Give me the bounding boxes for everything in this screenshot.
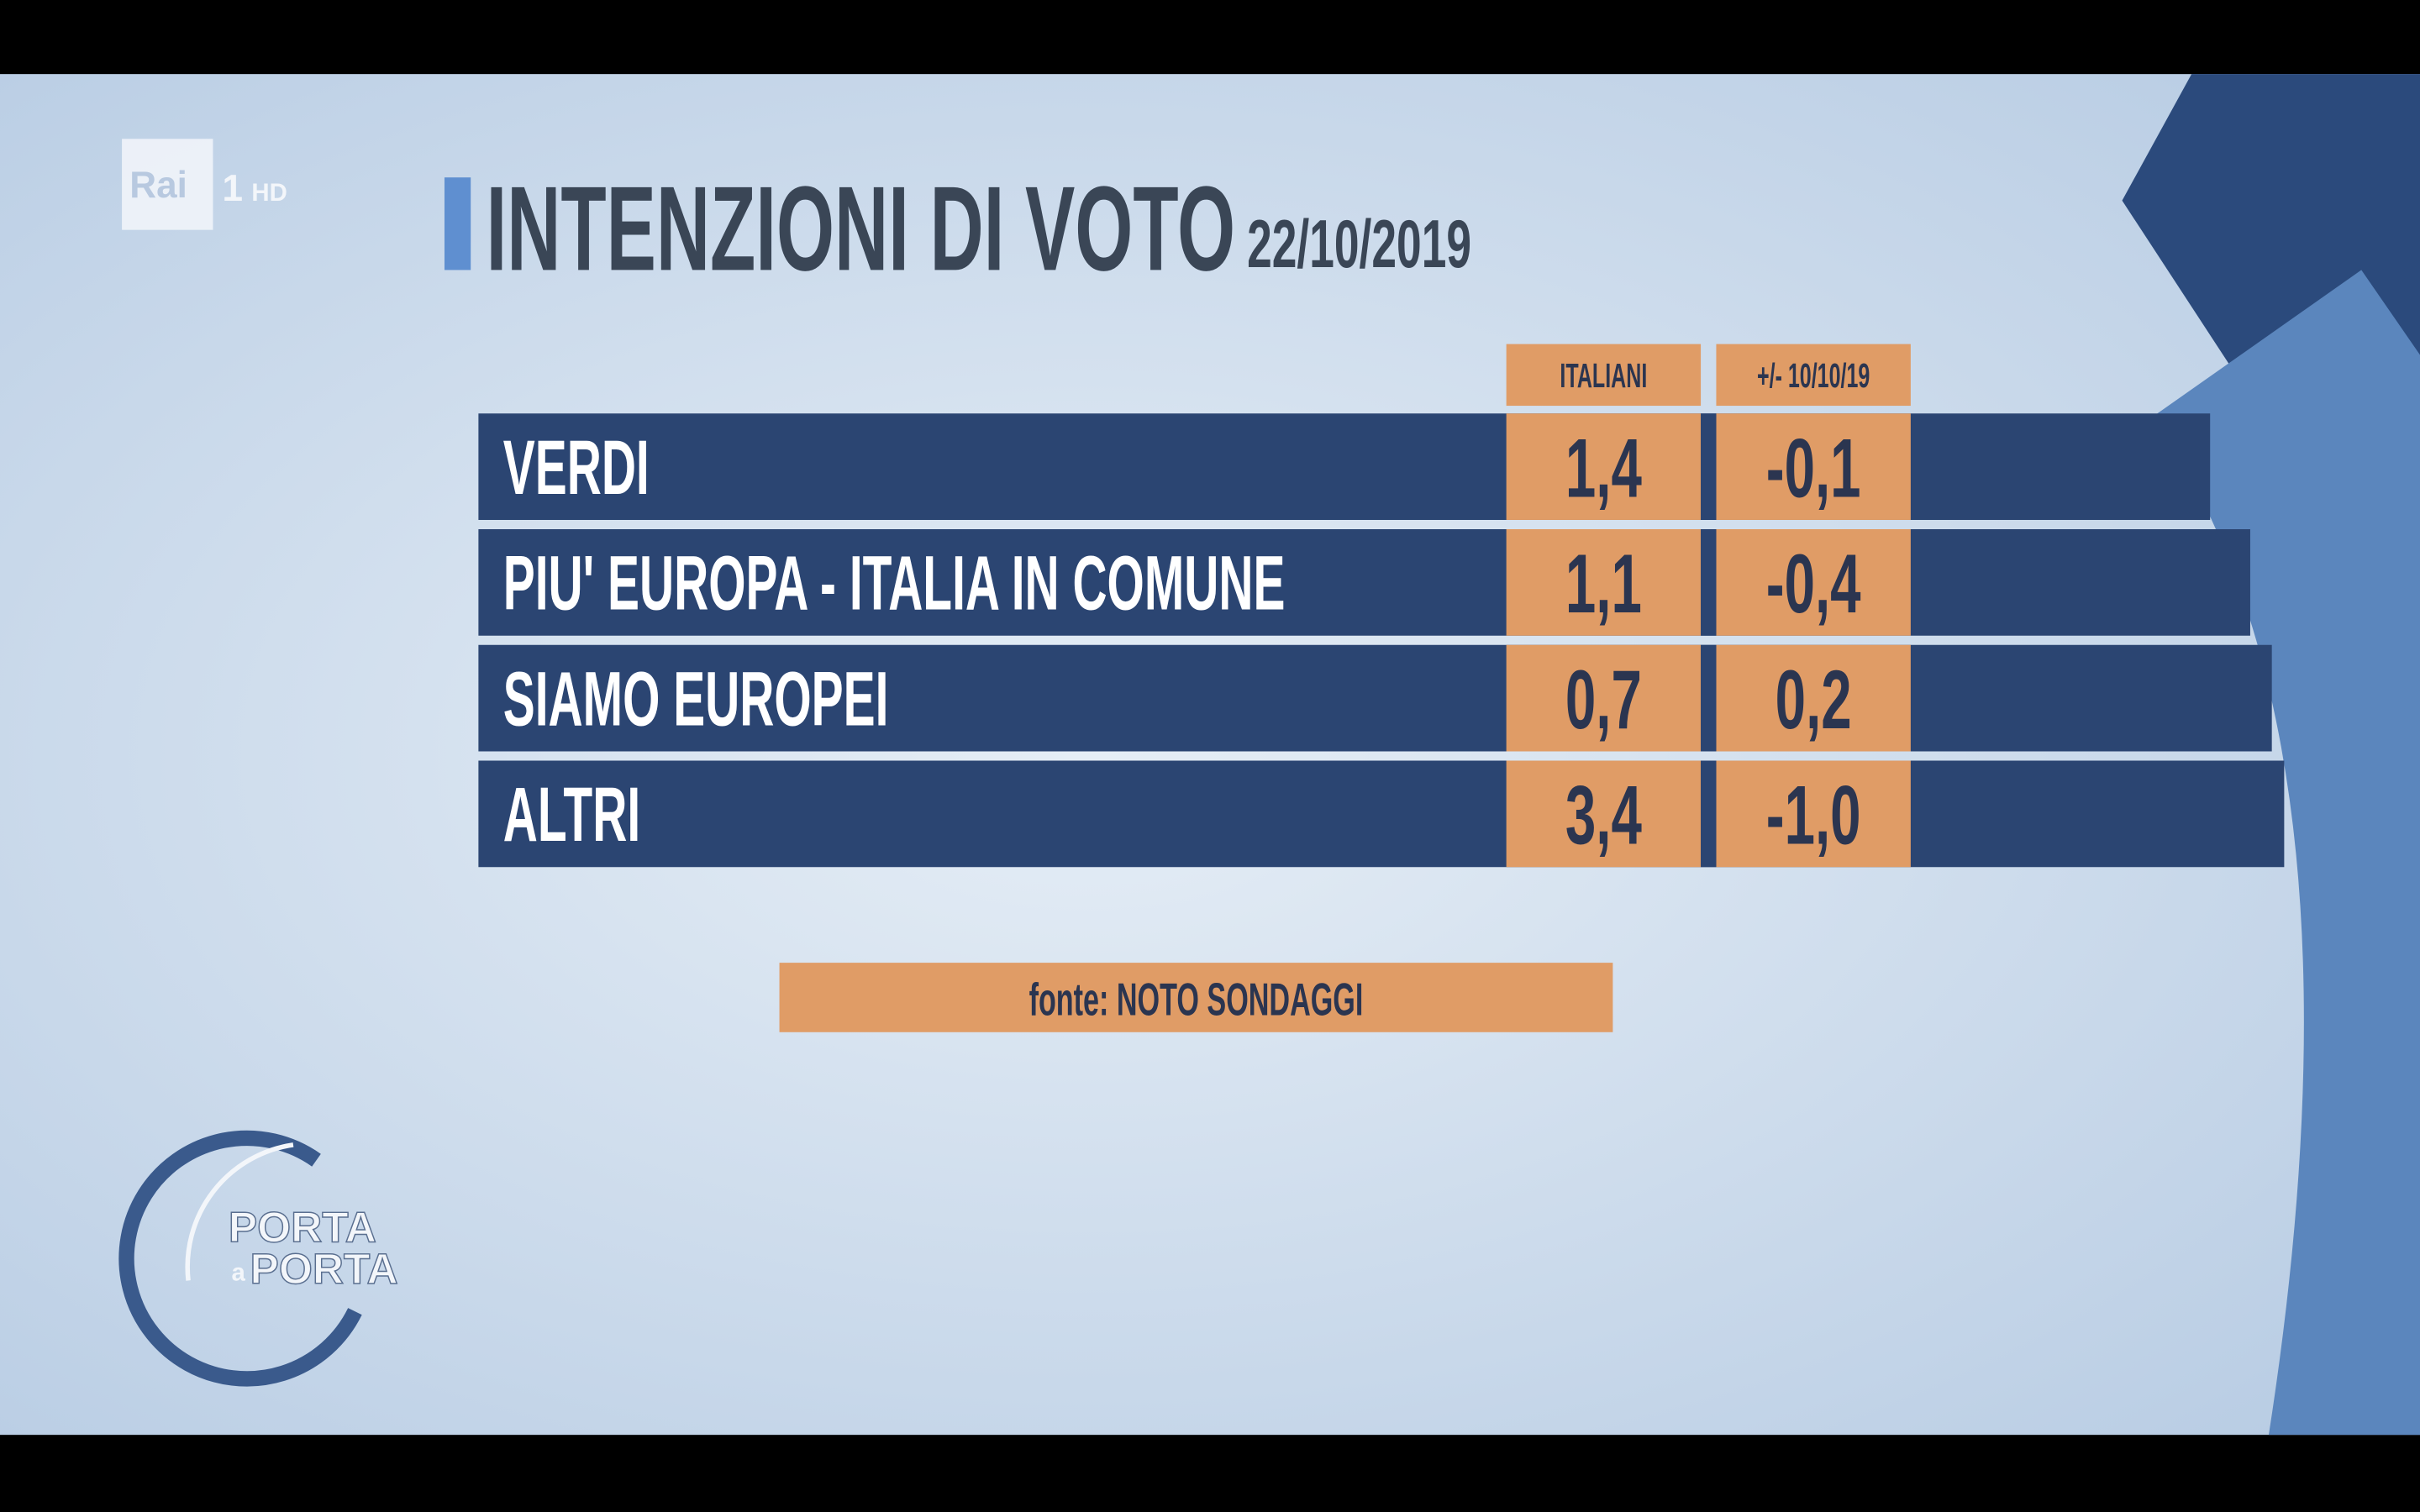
row-bar: [478, 413, 2211, 520]
source-box: [779, 963, 1613, 1032]
background: [0, 74, 2420, 1436]
value: -0,4: [1766, 537, 1861, 630]
logo-hd: HD: [251, 179, 287, 207]
title: INTENZIONI DI VOTO: [487, 162, 1236, 297]
logo-rai: Rai: [129, 165, 187, 206]
value-cell: [1716, 529, 1911, 636]
show-logo-ring: [118, 1130, 362, 1387]
value-cell: [1716, 413, 1911, 520]
cell-divider: [1701, 644, 1717, 752]
value: 1,1: [1565, 537, 1642, 630]
source: fonte: NOTO SONDAGGI: [1029, 974, 1364, 1025]
show-logo-line3: PORTA: [250, 1244, 398, 1293]
column-header: +/- 10/10/19: [1757, 358, 1870, 395]
value-cell: [1506, 529, 1702, 636]
value-cell: [1506, 760, 1702, 868]
party-name: SIAMO EUROPEI: [503, 657, 889, 743]
row-bar: [478, 760, 2285, 868]
value: 0,2: [1776, 653, 1852, 746]
logo-box: [122, 139, 213, 230]
decor-light: [2153, 270, 2420, 1436]
party-name: VERDI: [503, 425, 650, 511]
value: 0,7: [1565, 653, 1642, 746]
cell-divider: [1701, 760, 1717, 868]
show-logo-arc: [185, 1142, 294, 1281]
value-cell: [1716, 760, 1911, 868]
show-logo-line1: PORTA: [229, 1203, 376, 1252]
cell-divider: [1701, 529, 1717, 636]
logo-number: 1: [222, 168, 243, 209]
row-bar: [478, 644, 2272, 752]
table: ITALIANI +/- 10/10/19 VERDI 1,4 -0,1 PIU' EUR…: [478, 344, 2285, 868]
party-name: ALTRI: [503, 772, 640, 858]
value: 1,4: [1565, 422, 1642, 515]
show-logo-line2: a: [232, 1258, 246, 1286]
column-header-box: [1506, 344, 1702, 407]
value-cell: [1506, 413, 1702, 520]
value-cell: [1506, 644, 1702, 752]
title-accent: [444, 177, 471, 270]
value: -1,0: [1766, 769, 1861, 862]
value-cell: [1716, 644, 1911, 752]
row-bar: [478, 529, 2250, 636]
value: 3,4: [1565, 769, 1642, 862]
column-header-box: [1716, 344, 1911, 407]
cell-divider: [1701, 413, 1717, 520]
value: -0,1: [1766, 422, 1861, 515]
party-name: PIU' EUROPA - ITALIA IN COMUNE: [503, 541, 1286, 627]
column-header: ITALIANI: [1560, 358, 1647, 395]
date: 22/10/2019: [1247, 206, 1471, 282]
